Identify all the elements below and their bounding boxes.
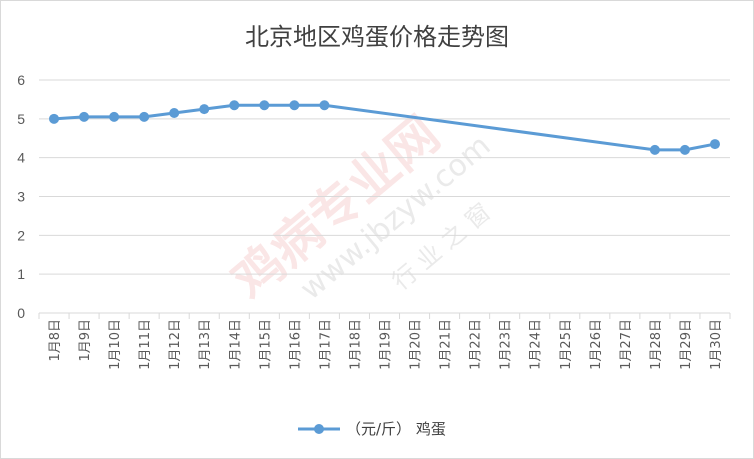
y-axis: 0 1 2 3 4 5 6 [17,72,25,321]
x-tick-label: 1月12日 [168,319,183,370]
x-tick-label: 1月30日 [709,319,724,370]
x-tick-label: 1月11日 [138,319,153,370]
x-tick-label: 1月15日 [258,319,273,370]
data-point [259,100,270,111]
x-tick-label: 1月19日 [379,319,394,370]
gridlines [39,79,730,314]
data-point [679,144,690,155]
y-tick-label: 1 [17,266,25,282]
x-tick-label: 1月27日 [619,319,634,370]
data-point [229,100,240,111]
data-point [139,111,150,122]
y-tick-label: 2 [17,227,25,243]
y-tick-label: 0 [17,305,25,321]
series-layer [49,100,720,155]
data-point [289,100,300,111]
data-point [109,111,120,122]
legend: （元/斤） 鸡蛋 [298,420,446,438]
x-tick-label: 1月25日 [559,319,574,370]
x-tick-label: 1月10日 [108,319,123,370]
legend-marker-swatch [314,424,324,434]
data-point [649,144,660,155]
x-tick-label: 1月28日 [649,319,664,370]
y-tick-label: 5 [17,111,25,127]
watermark: 鸡病专业网 www.jbzyw.com 行 业 之 窗 [221,105,497,310]
x-tick-label: 1月20日 [409,319,424,370]
data-point [709,139,720,150]
x-tick-label: 1月18日 [348,319,363,370]
x-tick-label: 1月9日 [78,319,93,362]
x-axis: 1月8日 1月9日 1月10日 1月11日 1月12日 1月13日 1月14日 1月15日 1月… [38,313,731,370]
x-tick-label: 1月14日 [228,319,243,370]
x-tick-label: 1月24日 [529,319,544,370]
data-point [49,113,60,124]
y-tick-label: 6 [17,72,25,88]
x-tick-label: 1月16日 [288,319,303,370]
x-tick-label: 1月26日 [589,319,604,370]
x-tick-label: 1月21日 [439,319,454,370]
chart-title: 北京地区鸡蛋价格走势图 [245,23,509,51]
legend-label: （元/斤） 鸡蛋 [346,420,446,438]
x-tick-label: 1月13日 [198,319,213,370]
data-point [199,104,210,115]
x-tick-label: 1月29日 [679,319,694,370]
x-tick-label: 1月23日 [499,319,514,370]
data-point [319,100,330,111]
y-tick-label: 3 [17,189,25,205]
x-tick-label: 1月17日 [318,319,333,370]
x-tick-label: 1月8日 [48,319,63,362]
data-point [79,111,90,122]
data-point [169,108,180,119]
x-tick-label: 1月22日 [469,319,484,370]
y-tick-label: 4 [17,150,25,166]
